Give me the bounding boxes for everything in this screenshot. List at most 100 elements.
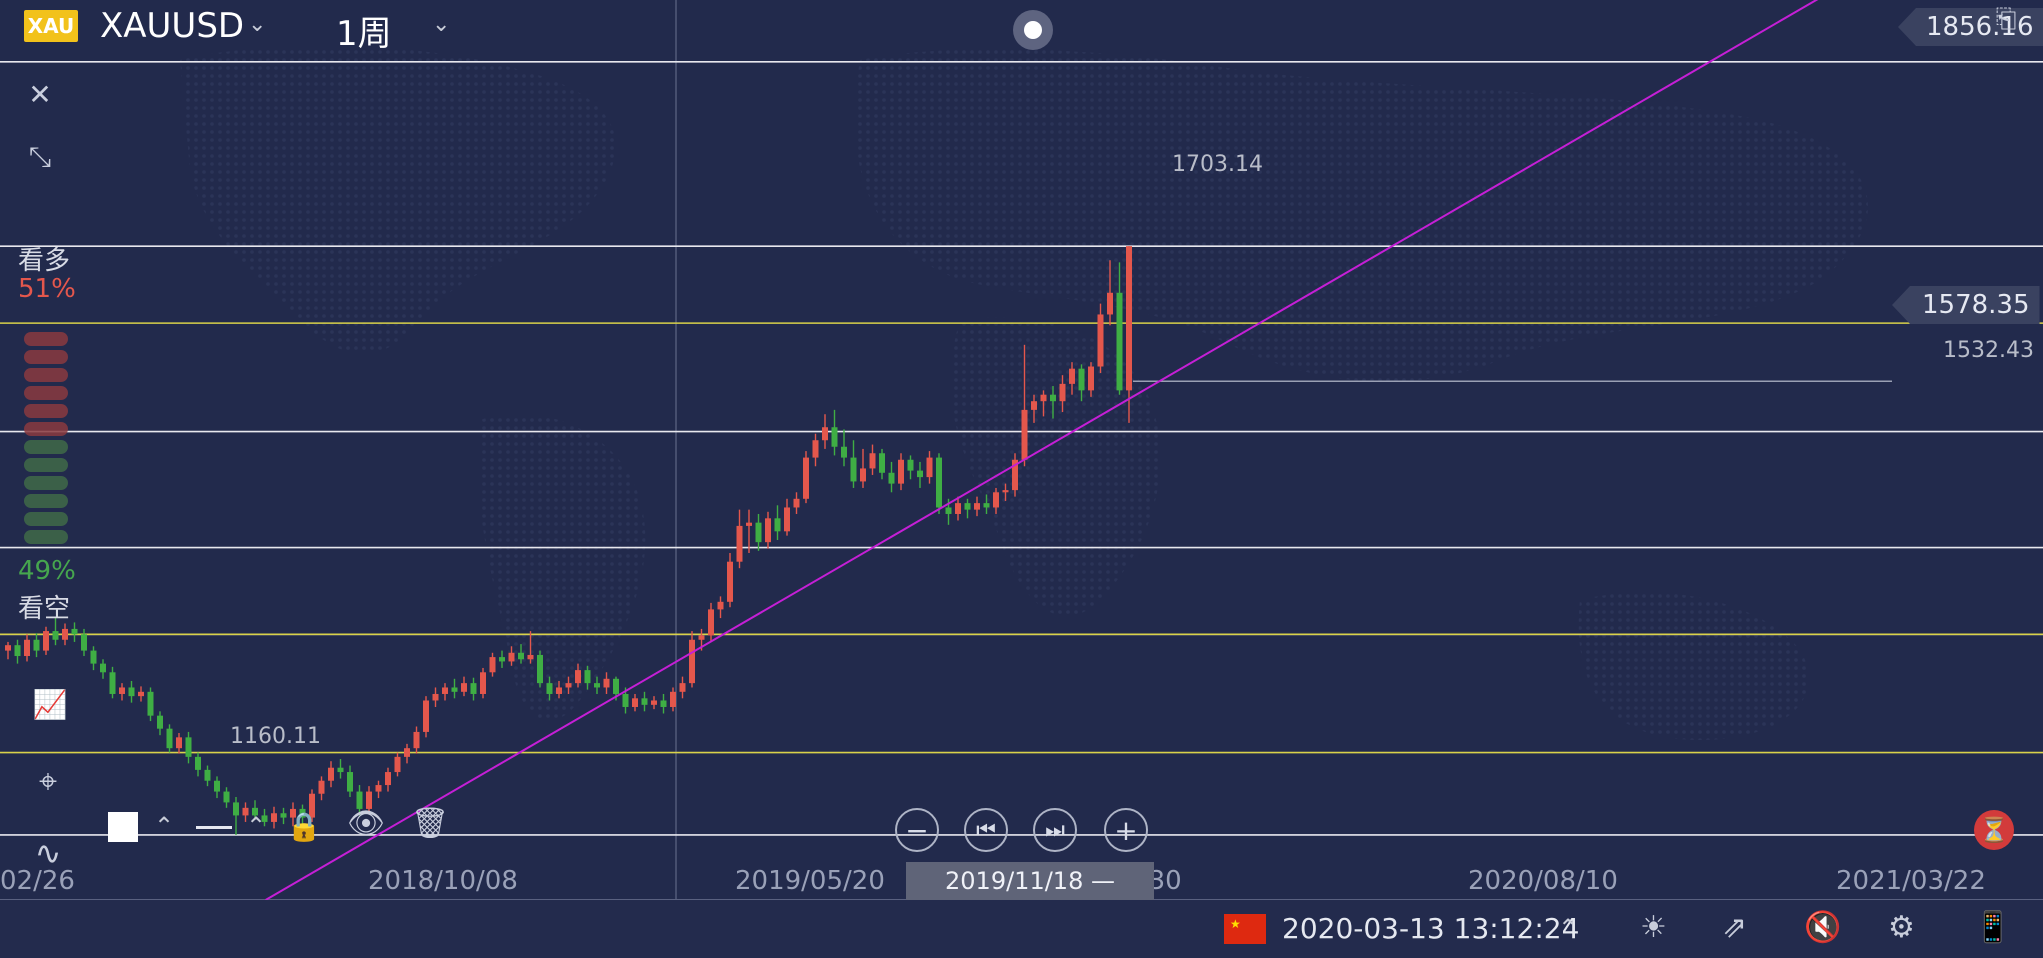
indicator-chart-icon[interactable]: 📈 bbox=[32, 688, 68, 721]
candle bbox=[337, 759, 344, 779]
drag-handle[interactable] bbox=[1013, 10, 1053, 50]
candle bbox=[727, 553, 733, 608]
candle-body bbox=[746, 522, 752, 526]
timeframe-selector[interactable]: 1周 bbox=[336, 14, 392, 54]
candle-body bbox=[793, 498, 800, 508]
candle bbox=[812, 433, 819, 467]
candle-body bbox=[347, 772, 353, 792]
sentiment-gauge bbox=[24, 332, 68, 548]
candle bbox=[708, 602, 714, 642]
drawing-compass-icon[interactable]: ⌖ bbox=[38, 762, 58, 800]
candle-body bbox=[917, 470, 923, 478]
candle bbox=[888, 461, 895, 493]
candle bbox=[565, 676, 572, 694]
sentiment-gauge-segment bbox=[24, 512, 68, 526]
waveform-icon[interactable]: ∿ bbox=[34, 834, 62, 872]
screenshot-icon[interactable]: ⎗ bbox=[1995, 4, 2017, 34]
level-price-label: 1532.43 bbox=[1943, 338, 2034, 363]
jump-end-button[interactable]: ⏭ bbox=[1033, 808, 1077, 852]
candle-body bbox=[717, 601, 724, 610]
brightness-icon[interactable]: ☀ bbox=[1640, 910, 1667, 945]
candle-body bbox=[1126, 246, 1132, 391]
alert-icon[interactable]: ⏳ bbox=[1974, 810, 2014, 850]
settings-gear-icon[interactable]: ⚙ bbox=[1888, 910, 1915, 945]
candle-body bbox=[385, 772, 391, 786]
candle bbox=[537, 650, 543, 688]
candle-body bbox=[128, 687, 135, 697]
candle-body bbox=[670, 691, 676, 707]
jump-start-button[interactable]: ⏮ bbox=[964, 808, 1008, 852]
candle bbox=[413, 726, 420, 754]
candle bbox=[641, 691, 648, 712]
candle-body bbox=[556, 687, 562, 694]
line-style-chevron-up-icon[interactable]: ⌃ bbox=[246, 812, 267, 840]
candle-body bbox=[442, 687, 448, 694]
candle bbox=[955, 496, 961, 521]
candle-body bbox=[850, 457, 857, 482]
candle bbox=[632, 693, 638, 712]
candle bbox=[1097, 303, 1104, 374]
candle bbox=[1088, 362, 1094, 397]
candle-body bbox=[404, 748, 410, 757]
candle bbox=[461, 676, 467, 697]
candle bbox=[280, 807, 287, 825]
candle-body bbox=[945, 507, 952, 514]
zoom-out-button[interactable]: − bbox=[895, 808, 939, 852]
share-icon[interactable]: ⇗ bbox=[1722, 910, 1748, 945]
candle bbox=[480, 667, 486, 699]
color-swatch-button[interactable] bbox=[108, 812, 138, 842]
candle-body bbox=[33, 639, 40, 651]
candle bbox=[404, 743, 410, 764]
candle-body bbox=[698, 635, 705, 640]
candle-body bbox=[565, 683, 572, 688]
candle-body bbox=[1116, 292, 1123, 391]
candle bbox=[679, 676, 686, 699]
candle-body bbox=[195, 756, 201, 770]
candle-body bbox=[356, 791, 363, 809]
candle-body bbox=[822, 427, 828, 441]
datetime-chevron-up-icon[interactable]: ⌃ bbox=[1558, 914, 1579, 942]
candle bbox=[309, 789, 315, 822]
line-style-button[interactable] bbox=[196, 826, 232, 829]
china-flag-icon: ★ bbox=[1224, 914, 1266, 944]
candle-body bbox=[898, 459, 904, 484]
symbol-title[interactable]: XAUUSD bbox=[100, 6, 245, 46]
candle-body bbox=[679, 683, 686, 692]
color-chevron-up-icon[interactable]: ⌃ bbox=[154, 812, 175, 840]
candle-body bbox=[90, 650, 97, 664]
candle bbox=[100, 659, 106, 679]
candle-body bbox=[470, 683, 477, 694]
trash-icon[interactable]: 🗑 bbox=[410, 806, 450, 841]
candle bbox=[860, 448, 866, 488]
timeframe-chevron-down-icon[interactable]: ⌄ bbox=[432, 12, 451, 37]
candle bbox=[375, 780, 382, 799]
candle-body bbox=[974, 503, 980, 510]
candle bbox=[689, 631, 695, 688]
device-icon[interactable]: 📱 bbox=[1974, 910, 2012, 945]
close-icon[interactable]: ✕ bbox=[28, 78, 52, 111]
eye-icon[interactable]: 👁 bbox=[346, 806, 386, 841]
candle-body bbox=[1040, 394, 1047, 402]
candle bbox=[1021, 344, 1028, 467]
mute-icon[interactable]: 🔇 bbox=[1804, 910, 1842, 945]
candle-body bbox=[1088, 366, 1094, 391]
candle-body bbox=[907, 459, 914, 471]
symbol-chevron-down-icon[interactable]: ⌄ bbox=[248, 12, 267, 37]
candle-body bbox=[204, 769, 211, 781]
candle bbox=[366, 786, 372, 814]
zoom-in-button[interactable]: + bbox=[1104, 808, 1148, 852]
trendline[interactable] bbox=[265, 0, 1839, 901]
candle-body bbox=[774, 518, 781, 532]
candle-body bbox=[632, 698, 638, 707]
candle bbox=[831, 409, 838, 456]
x-axis-tick-label: 2018/10/08 bbox=[368, 866, 518, 896]
candle-body bbox=[1078, 368, 1085, 391]
candle bbox=[214, 776, 220, 799]
candle bbox=[128, 680, 135, 703]
lock-icon[interactable]: 🔒 bbox=[286, 810, 322, 843]
candle bbox=[746, 509, 752, 554]
collapse-icon[interactable]: ⤡ bbox=[28, 140, 52, 173]
candle-body bbox=[936, 457, 942, 508]
x-axis-tick-label: 2019/05/20 bbox=[735, 866, 885, 896]
world-map-background bbox=[180, 46, 1868, 740]
